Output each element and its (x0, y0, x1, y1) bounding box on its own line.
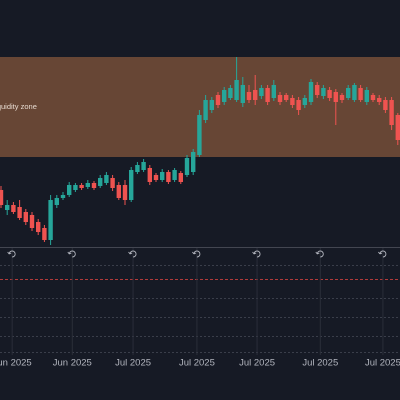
candle-body (42, 228, 47, 240)
candle-body (302, 98, 307, 105)
candle-body (364, 90, 369, 102)
candle-body (290, 98, 295, 105)
candle-body (321, 88, 326, 96)
candle-body (98, 178, 103, 186)
candle-body (129, 170, 134, 200)
pane-icon (192, 250, 201, 258)
candle-body (91, 183, 97, 188)
candle-body (141, 162, 146, 170)
candle-body (122, 185, 128, 200)
zone-label: Liquidity zone (0, 102, 37, 111)
candle-body (395, 115, 400, 140)
pane-icon (67, 250, 76, 258)
candle-body (228, 88, 233, 98)
candle-body (209, 100, 214, 110)
candle-body (358, 88, 363, 100)
candle-body (135, 165, 140, 172)
candle-body (234, 80, 239, 100)
pane-icon (252, 250, 261, 258)
candle-body (222, 90, 227, 102)
pane-icon (7, 250, 16, 258)
candle-body (339, 95, 345, 100)
candle-body (67, 185, 72, 195)
candle-body (370, 95, 376, 100)
candle-body (104, 175, 109, 183)
x-tick-label: Jul 2025 (302, 358, 338, 369)
pane-icon (128, 250, 137, 258)
candle-body (259, 88, 264, 96)
x-tick-label: Jun 2025 (53, 358, 92, 369)
pane-icon (315, 250, 324, 258)
candle-body (172, 170, 177, 180)
x-tick-label: Jul 2025 (115, 358, 151, 369)
candle-body (48, 200, 53, 240)
pane-icon (378, 250, 387, 258)
candle-body (178, 173, 183, 182)
x-tick-label: Jul 2025 (365, 358, 400, 369)
candle-body (191, 152, 196, 172)
candle-body (54, 198, 59, 205)
candle-body (11, 205, 16, 212)
candle-body (377, 98, 382, 102)
candle-body (85, 183, 90, 187)
candle-body (296, 100, 301, 110)
candle-body (17, 207, 22, 218)
candle-body (116, 185, 121, 198)
candle-body (383, 100, 388, 110)
candle-body (333, 92, 338, 102)
candle-body (284, 95, 289, 100)
candle-body (315, 85, 320, 95)
candle-body (246, 92, 252, 100)
candle-body (271, 85, 276, 98)
candle-body (60, 195, 66, 198)
candle-body (153, 175, 159, 180)
candle-body (5, 205, 10, 210)
lower-pane-grid (0, 265, 400, 353)
x-tick-label: Jul 2025 (239, 358, 275, 369)
candle-body (253, 90, 258, 100)
candle-body (110, 178, 115, 188)
candle-body (389, 100, 394, 125)
candle-body (277, 95, 283, 102)
x-tick-label: Jun 2025 (0, 358, 32, 369)
candle-body (79, 185, 84, 188)
candle-body (308, 82, 314, 102)
candle-body (0, 190, 4, 205)
candle-body (203, 100, 208, 120)
candle-body (240, 85, 245, 103)
candle-body (352, 85, 357, 100)
candle-body (265, 88, 270, 102)
candle-body (147, 168, 152, 182)
candle-body (327, 90, 332, 98)
candle-body (160, 172, 165, 180)
candle-body (23, 212, 28, 222)
candle-body (215, 95, 221, 105)
candle-layer (0, 57, 400, 245)
candle-body (346, 88, 351, 98)
candle-body (166, 172, 171, 182)
candle-body (197, 115, 202, 155)
x-tick-label: Jul 2025 (179, 358, 215, 369)
candle-body (73, 185, 78, 190)
candle-body (29, 215, 35, 228)
x-axis: Jun 2025 Jun 2025 Jul 2025 Jul 2025 Jul 2025… (0, 248, 400, 369)
candle-body (36, 222, 41, 232)
candle-body (184, 158, 190, 175)
